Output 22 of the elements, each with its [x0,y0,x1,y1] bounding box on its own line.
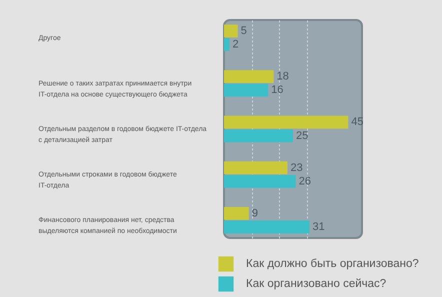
bar [224,206,249,220]
data-label: 25 [296,130,308,142]
data-label: 2 [232,38,239,51]
data-label: 31 [312,220,325,233]
data-label: 23 [290,162,303,174]
bar [224,84,268,97]
legend-label: Как организовано сейчас? [246,278,386,290]
data-label: 9 [252,207,258,220]
data-label: 16 [271,84,284,96]
bar [224,220,310,234]
bar [224,24,238,38]
bar [224,129,293,142]
data-label: 5 [240,25,247,38]
bar [224,161,288,174]
bar [224,38,230,52]
data-label: 45 [351,116,364,128]
data-label: 26 [298,175,312,188]
bar [224,174,296,188]
bar [224,116,348,129]
bar [224,70,274,84]
data-label: 18 [276,70,289,83]
legend-label: Как должно быть организовано? [246,258,419,270]
